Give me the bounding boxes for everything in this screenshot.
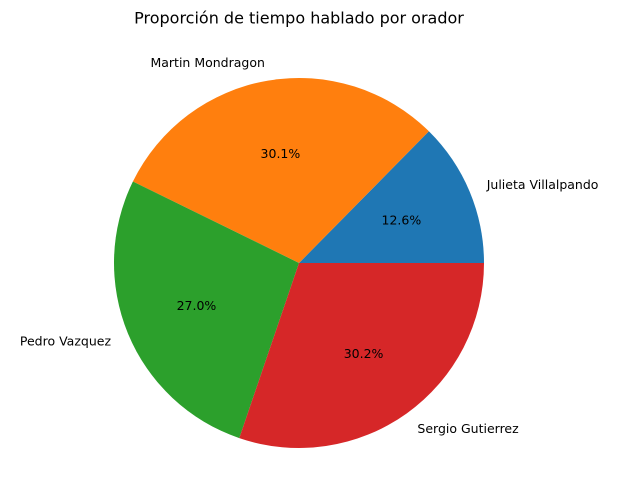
slice-label-martin-mondragon: Martin Mondragon (150, 55, 264, 70)
slice-label-sergio-gutierrez: Sergio Gutierrez (417, 421, 519, 436)
slice-label-julieta-villalpando: Julieta Villalpando (486, 177, 599, 192)
slice-label-pedro-vazquez: Pedro Vazquez (20, 333, 112, 348)
slice-percent-martin-mondragon: 30.1% (261, 146, 301, 161)
slice-percent-julieta-villalpando: 12.6% (382, 213, 422, 228)
slice-percent-sergio-gutierrez: 30.2% (344, 346, 384, 361)
slice-percent-pedro-vazquez: 27.0% (177, 298, 217, 313)
chart-title: Proporción de tiempo hablado por orador (134, 9, 464, 28)
pie-slices (114, 78, 484, 448)
